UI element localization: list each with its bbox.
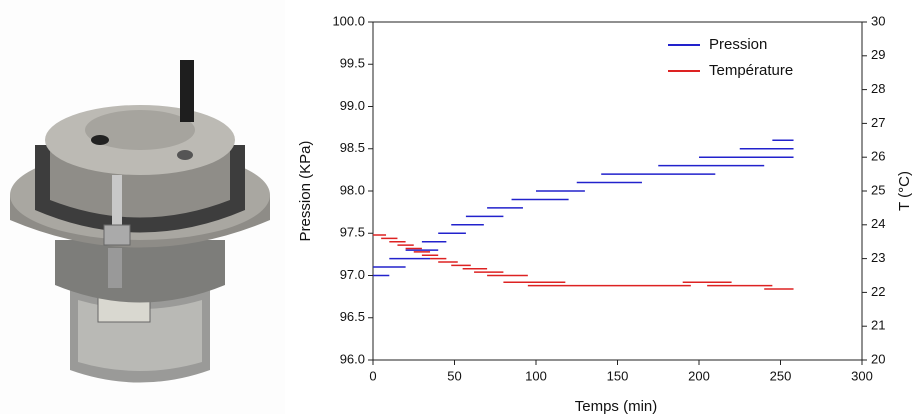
y2-axis-label: T (°C)	[896, 171, 913, 211]
y2-tick-label: 24	[871, 216, 885, 231]
x-tick-label: 50	[447, 368, 461, 383]
y-tick-label: 100.0	[332, 13, 365, 28]
y2-tick-label: 26	[871, 149, 885, 164]
series-line	[373, 139, 794, 277]
y-tick-label: 99.0	[340, 98, 365, 113]
y-tick-label: 96.5	[340, 309, 365, 324]
y-axis-label: Pression (KPa)	[297, 141, 314, 242]
y-tick-label: 98.5	[340, 140, 365, 155]
x-axis-label: Temps (min)	[575, 398, 658, 414]
series-line	[373, 234, 794, 290]
legend-label: Pression	[709, 36, 767, 53]
device-photo	[0, 0, 285, 414]
y2-tick-label: 30	[871, 13, 885, 28]
y2-tick-label: 29	[871, 47, 885, 62]
y-tick-label: 97.0	[340, 267, 365, 282]
y2-tick-label: 27	[871, 115, 885, 130]
x-tick-label: 300	[851, 368, 873, 383]
y-tick-label: 98.0	[340, 182, 365, 197]
y2-tick-label: 22	[871, 284, 885, 299]
x-tick-label: 0	[369, 368, 376, 383]
y2-tick-label: 25	[871, 182, 885, 197]
y2-tick-label: 20	[871, 351, 885, 366]
x-tick-label: 150	[607, 368, 629, 383]
y-tick-label: 96.0	[340, 351, 365, 366]
x-tick-label: 100	[525, 368, 547, 383]
y2-tick-label: 28	[871, 81, 885, 96]
x-tick-label: 250	[770, 368, 792, 383]
x-tick-label: 200	[688, 368, 710, 383]
y-tick-label: 97.5	[340, 225, 365, 240]
legend-label: Température	[709, 62, 793, 79]
y-tick-label: 99.5	[340, 56, 365, 71]
y2-tick-label: 21	[871, 318, 885, 333]
y2-tick-label: 23	[871, 250, 885, 265]
